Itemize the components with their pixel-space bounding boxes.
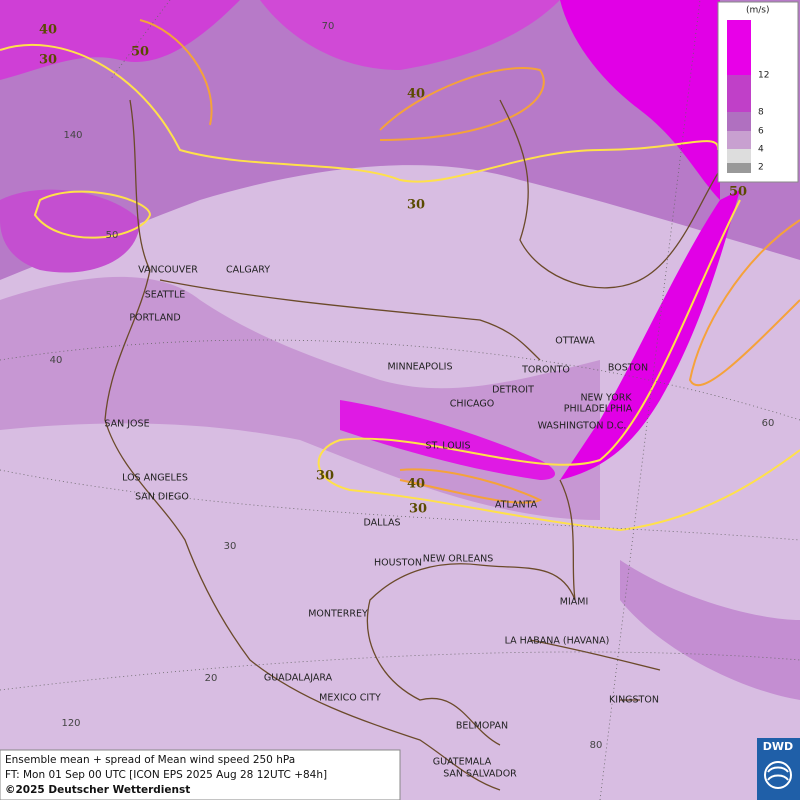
city-label: VANCOUVER xyxy=(138,265,198,276)
city-label: WASHINGTON D.C. xyxy=(538,421,627,432)
contour-label: 30 xyxy=(39,53,57,68)
city-label: CALGARY xyxy=(226,265,270,276)
city-label: MIAMI xyxy=(560,597,589,608)
city-label: ST. LOUIS xyxy=(426,441,471,452)
city-label: PORTLAND xyxy=(129,313,180,324)
city-label: LOS ANGELES xyxy=(122,473,188,484)
grid-label: 120 xyxy=(61,718,80,729)
legend-label: 8 xyxy=(758,108,764,118)
contour-label: 50 xyxy=(131,45,149,60)
legend-unit: (m/s) xyxy=(746,6,770,16)
legend-label: 12 xyxy=(758,71,769,81)
contour-label: 30 xyxy=(409,502,427,517)
contours xyxy=(0,19,800,532)
city-label: ATLANTA xyxy=(495,500,538,511)
city-label: KINGSTON xyxy=(609,695,659,706)
city-label: NEW ORLEANS xyxy=(423,554,494,565)
city-label: LA HABANA (HAVANA) xyxy=(505,636,610,647)
grid-label: 40 xyxy=(50,355,63,366)
legend-label: 2 xyxy=(758,163,764,173)
city-label: BOSTON xyxy=(608,363,648,374)
city-label: CHICAGO xyxy=(450,399,494,410)
grid-label: 60 xyxy=(762,418,775,429)
city-label: SAN DIEGO xyxy=(135,492,189,503)
legend: (m/s) 12 8 6 4 2 xyxy=(717,1,799,183)
city-label: SEATTLE xyxy=(145,290,186,301)
city-label: MEXICO CITY xyxy=(319,693,381,704)
logo-text: DWD xyxy=(763,740,793,753)
city-label: BELMOPAN xyxy=(456,721,508,732)
city-label: SAN SALVADOR xyxy=(443,769,517,780)
city-label: NEW YORK xyxy=(580,393,632,404)
grid-label: 140 xyxy=(63,130,82,141)
contour-label: 40 xyxy=(39,23,57,38)
legend-label: 6 xyxy=(758,127,764,137)
legend-label: 4 xyxy=(758,145,764,155)
logo: DWD xyxy=(757,738,800,800)
city-label: DETROIT xyxy=(492,385,534,396)
labels: VANCOUVER CALGARY SEATTLE PORTLAND MINNEAPOL… xyxy=(39,21,774,780)
grid-label: 80 xyxy=(590,740,603,751)
contour-label: 40 xyxy=(407,87,425,102)
city-label: GUADALAJARA xyxy=(264,673,333,684)
contour-label: 30 xyxy=(407,198,425,213)
grid-label: 30 xyxy=(224,541,237,552)
contour-label: 50 xyxy=(729,185,747,200)
city-label: HOUSTON xyxy=(374,558,422,569)
grid-label: 20 xyxy=(205,673,218,684)
footer-line: ©2025 Deutscher Wetterdienst xyxy=(5,784,190,796)
footer: Ensemble mean + spread of Mean wind spee… xyxy=(0,749,401,800)
city-label: MONTERREY xyxy=(308,609,368,620)
city-label: OTTAWA xyxy=(555,336,595,347)
contour-label: 30 xyxy=(316,469,334,484)
city-label: DALLAS xyxy=(364,518,401,529)
contour-label: 40 xyxy=(407,477,425,492)
coastlines xyxy=(104,99,721,791)
city-label: PHILADELPHIA xyxy=(564,404,633,415)
city-label: MINNEAPOLIS xyxy=(387,362,452,373)
city-label: TORONTO xyxy=(521,365,570,376)
city-label: SAN JOSE xyxy=(104,419,149,430)
city-label: GUATEMALA xyxy=(433,757,492,768)
footer-line: FT: Mon 01 Sep 00 UTC [ICON EPS 2025 Aug… xyxy=(5,769,327,781)
footer-line: Ensemble mean + spread of Mean wind spee… xyxy=(5,754,295,766)
grid-label: 50 xyxy=(106,230,119,241)
grid-label: 70 xyxy=(322,21,335,32)
